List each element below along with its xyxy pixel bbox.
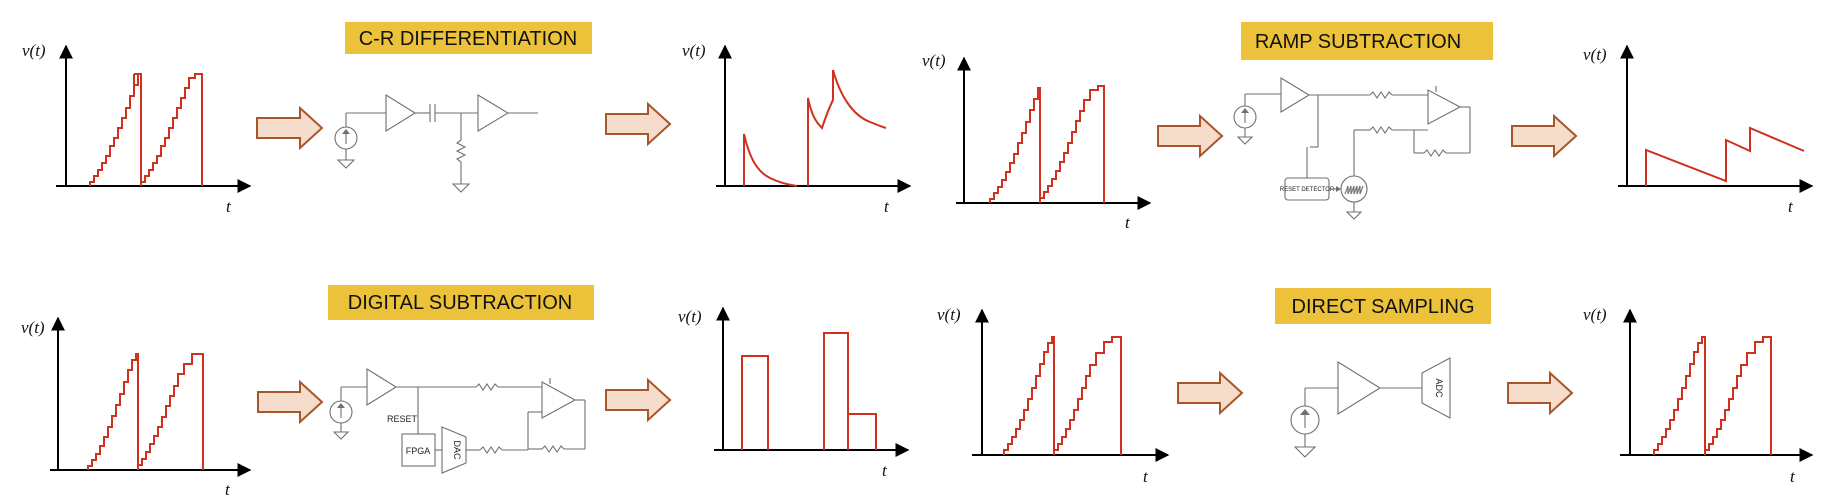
dac-block [441,426,467,474]
amplifier-icon [366,368,398,406]
resistor-icon [1369,126,1393,134]
flow-arrow-icon [256,105,324,151]
signal-trace [87,353,204,470]
cr-differentiation-banner: C-R DIFFERENTIATION [345,22,592,54]
resistor-icon [475,383,499,391]
banner-label: RAMP SUBTRACTION [1255,31,1461,53]
cr-differentiator-circuit [334,94,538,193]
input-waveform-plot-direct: v(t) t [937,305,1170,486]
signal-trace [1653,336,1772,455]
digital-subtraction-banner: DIGITAL SUBTRACTION [328,285,594,320]
x-axis-label: t [882,461,888,480]
current-source-icon [329,400,353,424]
signal-trace [741,332,877,450]
input-waveform-plot-cr: v(t) t [22,41,252,216]
resistor-icon [541,445,565,453]
banner-label: DIRECT SAMPLING [1292,296,1475,318]
capacitor-icon [429,104,436,122]
output-waveform-plot-digital: v(t) t [678,306,910,480]
x-axis-label: t [1788,197,1794,216]
x-axis-label: t [226,197,232,216]
amplifier-icon [1427,89,1462,125]
current-source-icon [1290,405,1320,435]
y-axis-label: v(t) [22,41,46,60]
input-waveform-plot-digital: v(t) t [21,316,252,497]
y-axis-label: v(t) [922,51,946,70]
reset-detector-label: RESET DETECTOR [1280,187,1335,193]
ground-icon [1236,136,1254,145]
amplifier-icon [477,94,510,132]
ramp-subtraction-circuit: RESET DETECTOR [1233,77,1471,220]
y-axis-label: v(t) [682,41,706,60]
flow-arrow-icon [257,379,324,425]
ramp-generator-icon [1340,175,1368,203]
digital-subtraction-circuit: RESET FPGA DAC [329,368,586,474]
resistor-icon [479,446,503,454]
y-axis-label: v(t) [937,305,961,324]
ramp-subtraction-banner: RAMP SUBTRACTION [1241,22,1493,60]
flow-arrow-icon [1157,113,1224,159]
banner-label: DIGITAL SUBTRACTION [348,292,572,314]
ground-icon [332,431,350,440]
signal-trace [89,73,203,186]
input-waveform-plot-ramp: v(t) t [922,51,1152,232]
adc-block [1421,357,1451,419]
resistor-icon [1423,149,1447,157]
output-waveform-plot-direct: v(t) t [1583,305,1814,486]
amplifier-icon [1337,361,1382,415]
x-axis-label: t [1790,467,1796,486]
signal-trace [743,69,887,187]
y-axis-label: v(t) [678,307,702,326]
x-axis-label: t [1143,467,1149,486]
amplifier-icon [1280,77,1311,113]
output-waveform-plot-cr: v(t) t [682,41,912,216]
output-waveform-plot-ramp: v(t) t [1583,44,1814,216]
x-axis-label: t [225,480,231,497]
y-axis-label: v(t) [1583,305,1607,324]
flow-arrow-icon [605,101,672,147]
fpga-label: FPGA [406,446,431,456]
y-axis-label: v(t) [21,318,45,337]
flow-arrow-icon [1507,370,1574,416]
flow-arrow-icon [1177,370,1244,416]
amplifier-icon [541,381,577,419]
flow-arrow-icon [1511,113,1578,159]
amplifier-icon [385,94,417,132]
reset-label: RESET [387,414,418,424]
resistor-icon [455,139,467,163]
dac-label: DAC [452,440,462,460]
x-axis-label: t [884,197,890,216]
resistor-icon [1369,91,1393,99]
adc-label: ADC [1434,378,1444,398]
signal-trace [989,85,1105,203]
direct-sampling-circuit: ADC [1290,357,1451,458]
ground-icon [1345,211,1363,220]
flow-arrow-icon [605,377,672,423]
current-source-icon [334,126,358,150]
ground-icon [336,159,356,169]
y-axis-label: v(t) [1583,45,1607,64]
ground-icon [1293,446,1317,458]
banner-label: C-R DIFFERENTIATION [359,28,578,50]
ground-icon [451,183,471,193]
x-axis-label: t [1125,213,1131,232]
signal-trace [1003,336,1122,455]
current-source-icon [1233,105,1257,129]
signal-trace [1645,126,1805,186]
direct-sampling-banner: DIRECT SAMPLING [1275,288,1491,324]
